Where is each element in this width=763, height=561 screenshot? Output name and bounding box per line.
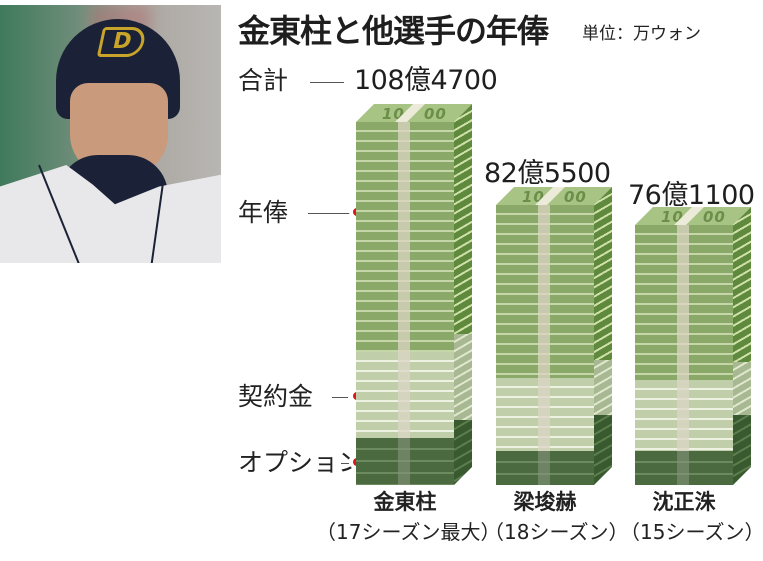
player-name: 梁埈赫 bbox=[513, 490, 577, 514]
stack-front bbox=[356, 122, 454, 485]
bill-band bbox=[538, 205, 550, 451]
bill-band bbox=[398, 122, 410, 438]
bill-band bbox=[538, 451, 550, 485]
bill-band bbox=[677, 451, 689, 485]
stack-side bbox=[594, 187, 612, 485]
segment-option bbox=[594, 415, 612, 485]
segment-bonus bbox=[454, 334, 472, 420]
unit-label: 単位：万ウォン bbox=[582, 24, 701, 44]
segment-bonus bbox=[733, 362, 751, 415]
chart-title: 金東柱と他選手の年俸 bbox=[238, 12, 549, 50]
bill-denomination: 00 bbox=[424, 105, 447, 123]
segment-salary bbox=[733, 207, 751, 362]
bill-top-face: 10 00 bbox=[635, 207, 751, 225]
stack-front bbox=[496, 205, 594, 485]
player-photo: D bbox=[0, 5, 221, 263]
bill-denomination: 00 bbox=[703, 208, 726, 226]
leader-line-salary bbox=[308, 213, 352, 214]
segment-bonus bbox=[594, 360, 612, 415]
segment-option bbox=[454, 420, 472, 485]
segment-salary bbox=[454, 104, 472, 352]
legend-total: 合計 bbox=[238, 66, 289, 95]
bill-top-face: 10 00 bbox=[356, 104, 472, 122]
legend-option: オプション bbox=[238, 448, 364, 477]
player-name: 金東柱 bbox=[373, 490, 437, 514]
leader-line-option bbox=[341, 463, 349, 464]
bill-band bbox=[677, 225, 689, 451]
player-name: 沈正洙 bbox=[652, 490, 716, 514]
segment-salary bbox=[594, 187, 612, 360]
total-value-label: 76億1100 bbox=[628, 180, 755, 211]
total-value-label: 82億5500 bbox=[484, 158, 611, 189]
player-note: （18シーズン） bbox=[484, 520, 629, 544]
stack-side bbox=[733, 207, 751, 485]
leader-line-bonus bbox=[332, 397, 348, 398]
player-note: （15シーズン） bbox=[620, 520, 763, 544]
total-value-label: 108億4700 bbox=[354, 65, 498, 96]
stack-front bbox=[635, 225, 733, 485]
legend-salary: 年俸 bbox=[238, 198, 289, 227]
segment-option bbox=[733, 415, 751, 485]
bill-top-face: 10 00 bbox=[496, 187, 612, 205]
legend-bonus: 契約金 bbox=[238, 382, 314, 411]
leader-line-total bbox=[310, 82, 344, 83]
player-note: （17シーズン最大） bbox=[316, 520, 501, 544]
bill-denomination: 00 bbox=[564, 188, 587, 206]
stack-side bbox=[454, 104, 472, 485]
bill-band bbox=[398, 438, 410, 485]
